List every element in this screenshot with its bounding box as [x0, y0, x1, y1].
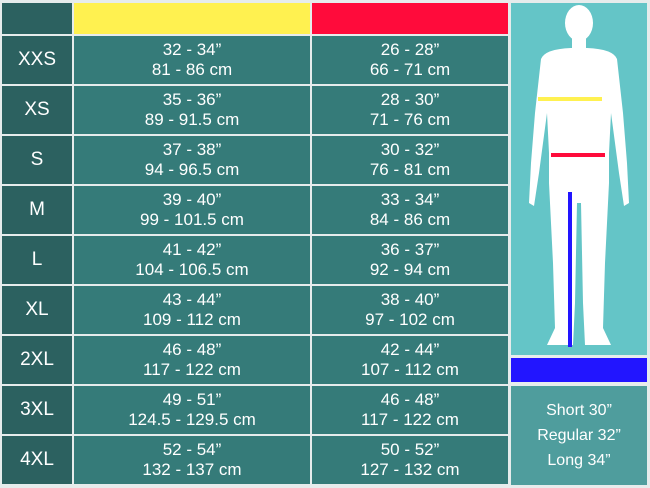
chest-line — [538, 97, 602, 101]
waist-cell: 36 - 37” 92 - 94 cm — [312, 236, 508, 284]
chest-in: 46 - 48” — [162, 340, 222, 359]
chest-cell: 43 - 44” 109 - 112 cm — [74, 286, 310, 334]
chest-cell: 32 - 34” 81 - 86 cm — [74, 36, 310, 84]
chest-in: 35 - 36” — [162, 90, 222, 109]
waist-in: 50 - 52” — [380, 440, 440, 459]
chest-cm: 109 - 112 cm — [143, 310, 241, 329]
size-label: XL — [2, 286, 72, 334]
size-label: XXS — [2, 36, 72, 84]
waist-cm: 97 - 102 cm — [365, 310, 455, 329]
size: XXS — [17, 49, 57, 70]
waist-cm: 107 - 112 cm — [361, 360, 459, 379]
chest-cm: 81 - 86 cm — [151, 60, 233, 79]
waist-cm: 66 - 71 cm — [369, 60, 451, 79]
chest-cell: 35 - 36” 89 - 91.5 cm — [74, 86, 310, 134]
inseam-regular: Regular 32” — [537, 426, 621, 444]
header-waist-swatch — [312, 3, 508, 34]
size: 4XL — [20, 449, 54, 470]
waist-cell: 50 - 52” 127 - 132 cm — [312, 436, 508, 484]
header-size-cell — [2, 3, 72, 34]
chest-cell: 41 - 42” 104 - 106.5 cm — [74, 236, 310, 284]
size-label: XS — [2, 86, 72, 134]
inseam-line — [568, 192, 572, 347]
chest-in: 49 - 51” — [162, 390, 222, 409]
chest-cell: 49 - 51” 124.5 - 129.5 cm — [74, 386, 310, 434]
waist-in: 26 - 28” — [380, 40, 440, 59]
size-label: 2XL — [2, 336, 72, 384]
waist-in: 38 - 40” — [380, 290, 440, 309]
waist-in: 42 - 44” — [380, 340, 440, 359]
size: M — [29, 199, 45, 220]
inseam-long: Long 34” — [547, 451, 611, 469]
waist-in: 36 - 37” — [380, 240, 440, 259]
size: 2XL — [20, 349, 54, 370]
chest-cell: 37 - 38” 94 - 96.5 cm — [74, 136, 310, 184]
chest-cm: 124.5 - 129.5 cm — [128, 410, 256, 429]
waist-in: 46 - 48” — [380, 390, 440, 409]
waist-cell: 38 - 40” 97 - 102 cm — [312, 286, 508, 334]
chest-cm: 89 - 91.5 cm — [144, 110, 240, 129]
waist-cell: 33 - 34” 84 - 86 cm — [312, 186, 508, 234]
waist-cell: 30 - 32” 76 - 81 cm — [312, 136, 508, 184]
inseam-swatch — [511, 358, 647, 382]
chest-cm: 132 - 137 cm — [142, 460, 242, 479]
size-label: L — [2, 236, 72, 284]
chest-cm: 94 - 96.5 cm — [144, 160, 240, 179]
chest-cm: 104 - 106.5 cm — [135, 260, 249, 279]
chest-in: 43 - 44” — [162, 290, 222, 309]
waist-in: 33 - 34” — [380, 190, 440, 209]
chest-cell: 52 - 54” 132 - 137 cm — [74, 436, 310, 484]
size-label: 3XL — [2, 386, 72, 434]
chest-in: 52 - 54” — [162, 440, 222, 459]
waist-cm: 71 - 76 cm — [369, 110, 451, 129]
size-label: S — [2, 136, 72, 184]
waist-cell: 42 - 44” 107 - 112 cm — [312, 336, 508, 384]
waist-cm: 127 - 132 cm — [360, 460, 460, 479]
chest-in: 41 - 42” — [162, 240, 222, 259]
waist-line — [551, 153, 605, 157]
chest-cell: 46 - 48” 117 - 122 cm — [74, 336, 310, 384]
size-label: 4XL — [2, 436, 72, 484]
inseam-lengths: Short 30” Regular 32” Long 34” — [511, 386, 647, 485]
body-figure — [511, 3, 647, 355]
header-chest-swatch — [74, 3, 310, 34]
waist-cm: 92 - 94 cm — [369, 260, 451, 279]
waist-cm: 84 - 86 cm — [369, 210, 451, 229]
chest-in: 32 - 34” — [162, 40, 222, 59]
chest-cell: 39 - 40” 99 - 101.5 cm — [74, 186, 310, 234]
waist-cell: 28 - 30” 71 - 76 cm — [312, 86, 508, 134]
waist-cm: 76 - 81 cm — [369, 160, 451, 179]
waist-cell: 26 - 28” 66 - 71 cm — [312, 36, 508, 84]
chest-in: 39 - 40” — [162, 190, 222, 209]
waist-in: 30 - 32” — [380, 140, 440, 159]
size-chart-table: XXS 32 - 34” 81 - 86 cm 26 - 28” 66 - 71 cm X… — [2, 3, 508, 484]
size: 3XL — [20, 399, 54, 420]
size: XL — [25, 299, 49, 320]
chest-in: 37 - 38” — [162, 140, 222, 159]
body-silhouette-icon — [529, 5, 629, 347]
inseam-short: Short 30” — [546, 401, 612, 419]
waist-cell: 46 - 48” 117 - 122 cm — [312, 386, 508, 434]
size-label: M — [2, 186, 72, 234]
waist-cm: 117 - 122 cm — [361, 410, 459, 429]
size: XS — [24, 99, 50, 120]
waist-in: 28 - 30” — [380, 90, 440, 109]
size: L — [31, 249, 43, 270]
chest-cm: 99 - 101.5 cm — [140, 210, 244, 229]
size: S — [30, 149, 44, 170]
chest-cm: 117 - 122 cm — [143, 360, 241, 379]
